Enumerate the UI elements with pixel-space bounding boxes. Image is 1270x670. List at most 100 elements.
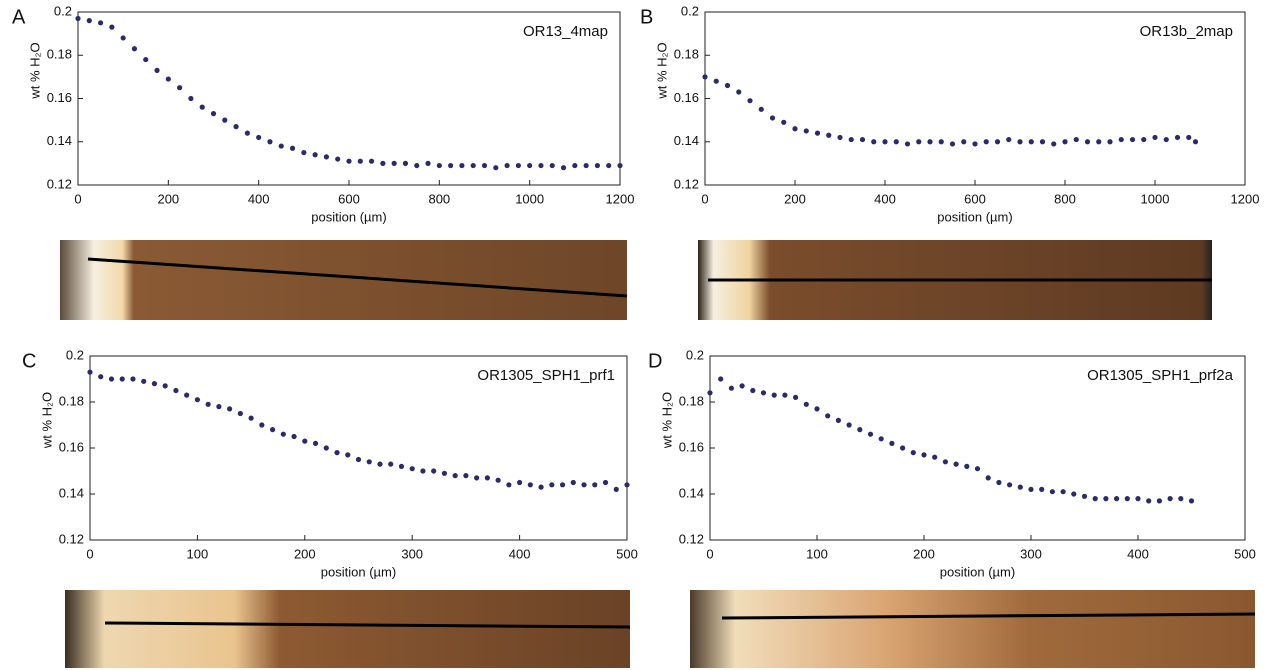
data-point xyxy=(702,74,708,80)
x-tick-label: 400 xyxy=(874,191,896,206)
y-tick-label: 0.12 xyxy=(59,531,84,546)
data-point xyxy=(921,452,927,458)
data-point xyxy=(188,95,194,102)
data-point xyxy=(474,475,480,481)
profile-line xyxy=(721,612,1256,620)
data-point xyxy=(1006,136,1012,143)
data-point xyxy=(334,450,340,456)
x-tick-label: 200 xyxy=(784,191,806,206)
data-point xyxy=(151,381,158,387)
data-point xyxy=(355,456,362,463)
data-point xyxy=(312,152,318,158)
data-point xyxy=(560,165,567,171)
data-point xyxy=(391,160,397,166)
data-point xyxy=(1060,489,1066,495)
y-axis-label: wt % H₂O xyxy=(39,392,54,449)
data-point xyxy=(728,385,735,391)
chart-title: OR1305_SPH1_prf1 xyxy=(477,367,615,384)
data-point xyxy=(227,406,233,412)
data-point xyxy=(1103,496,1109,502)
data-point xyxy=(932,454,938,460)
data-point xyxy=(825,413,831,419)
x-tick-label: 300 xyxy=(401,546,423,561)
data-point xyxy=(904,141,911,147)
panel-label: C xyxy=(22,350,36,372)
data-point xyxy=(859,136,866,143)
y-tick-label: 0.2 xyxy=(54,3,72,18)
chart-title: OR13_4map xyxy=(523,23,608,40)
data-point xyxy=(867,431,874,437)
x-tick-label: 200 xyxy=(294,546,316,561)
profile-line xyxy=(87,257,628,298)
data-point xyxy=(949,141,956,147)
data-point xyxy=(380,160,386,166)
data-point xyxy=(119,376,125,382)
x-tick-label: 400 xyxy=(509,546,531,561)
data-point xyxy=(1007,482,1013,488)
y-tick-label: 0.2 xyxy=(681,3,699,18)
x-tick-label: 0 xyxy=(86,546,93,561)
data-point xyxy=(572,162,578,169)
data-point xyxy=(1017,139,1023,145)
data-point xyxy=(431,468,437,474)
data-point xyxy=(594,162,601,169)
data-point xyxy=(289,145,296,151)
data-point xyxy=(964,463,970,469)
data-point xyxy=(835,417,842,423)
y-tick-label: 0.16 xyxy=(47,90,72,105)
x-tick-label: 600 xyxy=(964,191,986,206)
data-point xyxy=(549,162,555,169)
data-point xyxy=(857,427,863,433)
data-point xyxy=(803,128,809,134)
data-point xyxy=(1062,139,1068,145)
data-point xyxy=(1118,136,1124,143)
data-point xyxy=(974,466,981,472)
data-point xyxy=(269,427,276,433)
data-point xyxy=(302,438,308,444)
data-point xyxy=(414,162,420,169)
data-point xyxy=(793,394,799,400)
x-tick-label: 400 xyxy=(1127,546,1149,561)
data-point xyxy=(1071,491,1077,497)
x-tick-label: 600 xyxy=(338,191,360,206)
data-point xyxy=(481,162,488,169)
y-tick-label: 0.14 xyxy=(47,133,72,148)
data-point xyxy=(86,18,92,24)
data-point xyxy=(769,115,776,121)
data-point xyxy=(1156,498,1162,504)
data-point xyxy=(194,397,200,403)
data-point xyxy=(736,89,742,95)
data-point xyxy=(985,475,991,481)
data-point xyxy=(108,376,115,382)
panel-label: A xyxy=(12,6,26,28)
data-point xyxy=(760,390,767,396)
y-tick-label: 0.18 xyxy=(674,47,699,62)
data-point xyxy=(1017,484,1023,490)
data-point xyxy=(826,132,832,138)
data-point xyxy=(402,160,409,166)
data-point xyxy=(1028,486,1034,492)
x-tick-label: 1000 xyxy=(1141,191,1170,206)
data-point xyxy=(459,162,465,169)
data-point xyxy=(900,445,906,451)
panel-label: D xyxy=(648,350,662,372)
data-point xyxy=(814,130,821,136)
data-point xyxy=(1124,496,1130,502)
data-point xyxy=(1096,139,1102,145)
data-point xyxy=(515,162,521,169)
data-point xyxy=(278,143,284,149)
data-point xyxy=(1073,136,1079,143)
x-tick-label: 500 xyxy=(616,546,638,561)
data-point xyxy=(983,139,989,145)
data-point xyxy=(291,433,297,440)
data-point xyxy=(1174,134,1181,141)
data-point xyxy=(495,477,501,483)
data-point xyxy=(1114,496,1120,502)
data-point xyxy=(750,387,756,394)
data-point xyxy=(143,56,149,63)
y-tick-label: 0.18 xyxy=(59,393,84,408)
data-point xyxy=(75,15,81,22)
data-point xyxy=(177,85,183,91)
y-tick-label: 0.16 xyxy=(679,439,704,454)
data-point xyxy=(312,440,319,446)
